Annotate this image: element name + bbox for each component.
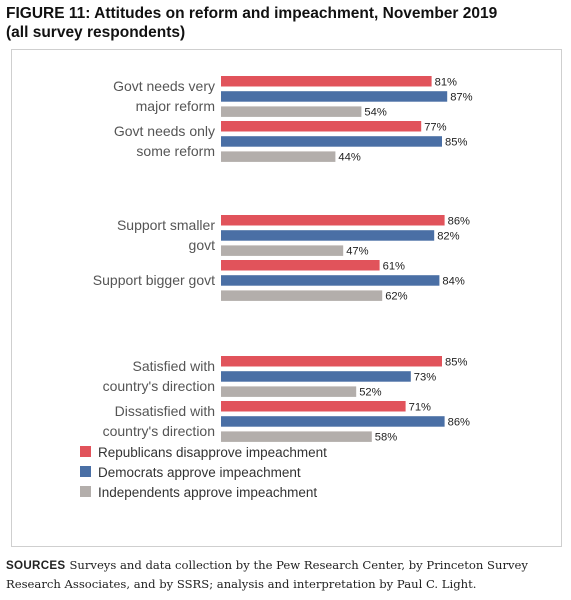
sources-label: SOURCES (6, 559, 66, 572)
bar-3-2 (221, 230, 435, 241)
data-label-5-1: 85% (445, 356, 467, 368)
data-label-6-1: 71% (409, 401, 431, 413)
bar-5-3 (221, 386, 357, 397)
legend-swatch-1 (80, 446, 91, 457)
category-label-1-line-1: Govt needs very (113, 78, 215, 94)
sources-note: SOURCES Surveys and data collection by th… (6, 556, 566, 593)
bar-1-1 (221, 76, 432, 87)
data-label-6-3: 58% (375, 432, 397, 444)
data-label-1-1: 81% (435, 76, 457, 88)
category-label-5-line-1: Satisfied with (133, 358, 215, 374)
data-label-4-2: 84% (442, 275, 464, 287)
bar-5-2 (221, 371, 411, 382)
data-label-1-2: 87% (450, 91, 472, 103)
bar-5-1 (221, 356, 442, 367)
category-label-1-line-2: major reform (136, 98, 215, 114)
data-label-2-2: 85% (445, 136, 467, 148)
sources-text: Surveys and data collection by the Pew R… (6, 558, 528, 591)
category-label-3-line-1: Support smaller (117, 217, 215, 233)
title-line-2: (all survey respondents) (6, 24, 186, 41)
bar-6-2 (221, 416, 445, 427)
data-label-2-1: 77% (424, 121, 446, 133)
category-label-6-line-1: Dissatisfied with (115, 403, 215, 419)
data-label-6-2: 86% (448, 416, 470, 428)
category-label-2-line-1: Govt needs only (114, 123, 215, 139)
category-label-3-line-2: govt (189, 237, 216, 253)
legend-swatch-3 (80, 486, 91, 497)
data-label-4-1: 61% (383, 260, 405, 272)
category-label-5-line-2: country's direction (103, 378, 215, 394)
chart-title: FIGURE 11: Attitudes on reform and impea… (6, 4, 497, 42)
data-label-5-2: 73% (414, 371, 436, 383)
legend-label-1: Republicans disapprove impeachment (98, 445, 327, 460)
bar-2-2 (221, 136, 442, 147)
bar-4-2 (221, 275, 440, 286)
data-label-5-3: 52% (359, 387, 381, 399)
title-line-1: FIGURE 11: Attitudes on reform and impea… (6, 5, 498, 22)
bar-2-1 (221, 121, 422, 132)
bar-6-3 (221, 431, 372, 442)
bar-3-1 (221, 215, 445, 226)
bar-4-3 (221, 290, 383, 301)
bar-1-3 (221, 106, 362, 117)
category-label-6-line-2: country's direction (103, 423, 215, 439)
bar-4-1 (221, 260, 380, 271)
chart-frame (11, 49, 562, 547)
category-label-2-line-2: some reform (136, 143, 215, 159)
bar-1-2 (221, 91, 448, 102)
legend-swatch-2 (80, 466, 91, 477)
bar-3-3 (221, 245, 344, 256)
data-label-1-3: 54% (364, 107, 386, 119)
bar-2-3 (221, 151, 336, 162)
data-label-3-1: 86% (448, 215, 470, 227)
data-label-2-3: 44% (338, 152, 360, 164)
data-label-3-3: 47% (346, 246, 368, 258)
data-label-4-3: 62% (385, 291, 407, 303)
category-label-4-line-1: Support bigger govt (93, 272, 215, 288)
legend-label-2: Democrats approve impeachment (98, 465, 301, 480)
bar-6-1 (221, 401, 406, 412)
legend-label-3: Independents approve impeachment (98, 485, 317, 500)
data-label-3-2: 82% (437, 230, 459, 242)
